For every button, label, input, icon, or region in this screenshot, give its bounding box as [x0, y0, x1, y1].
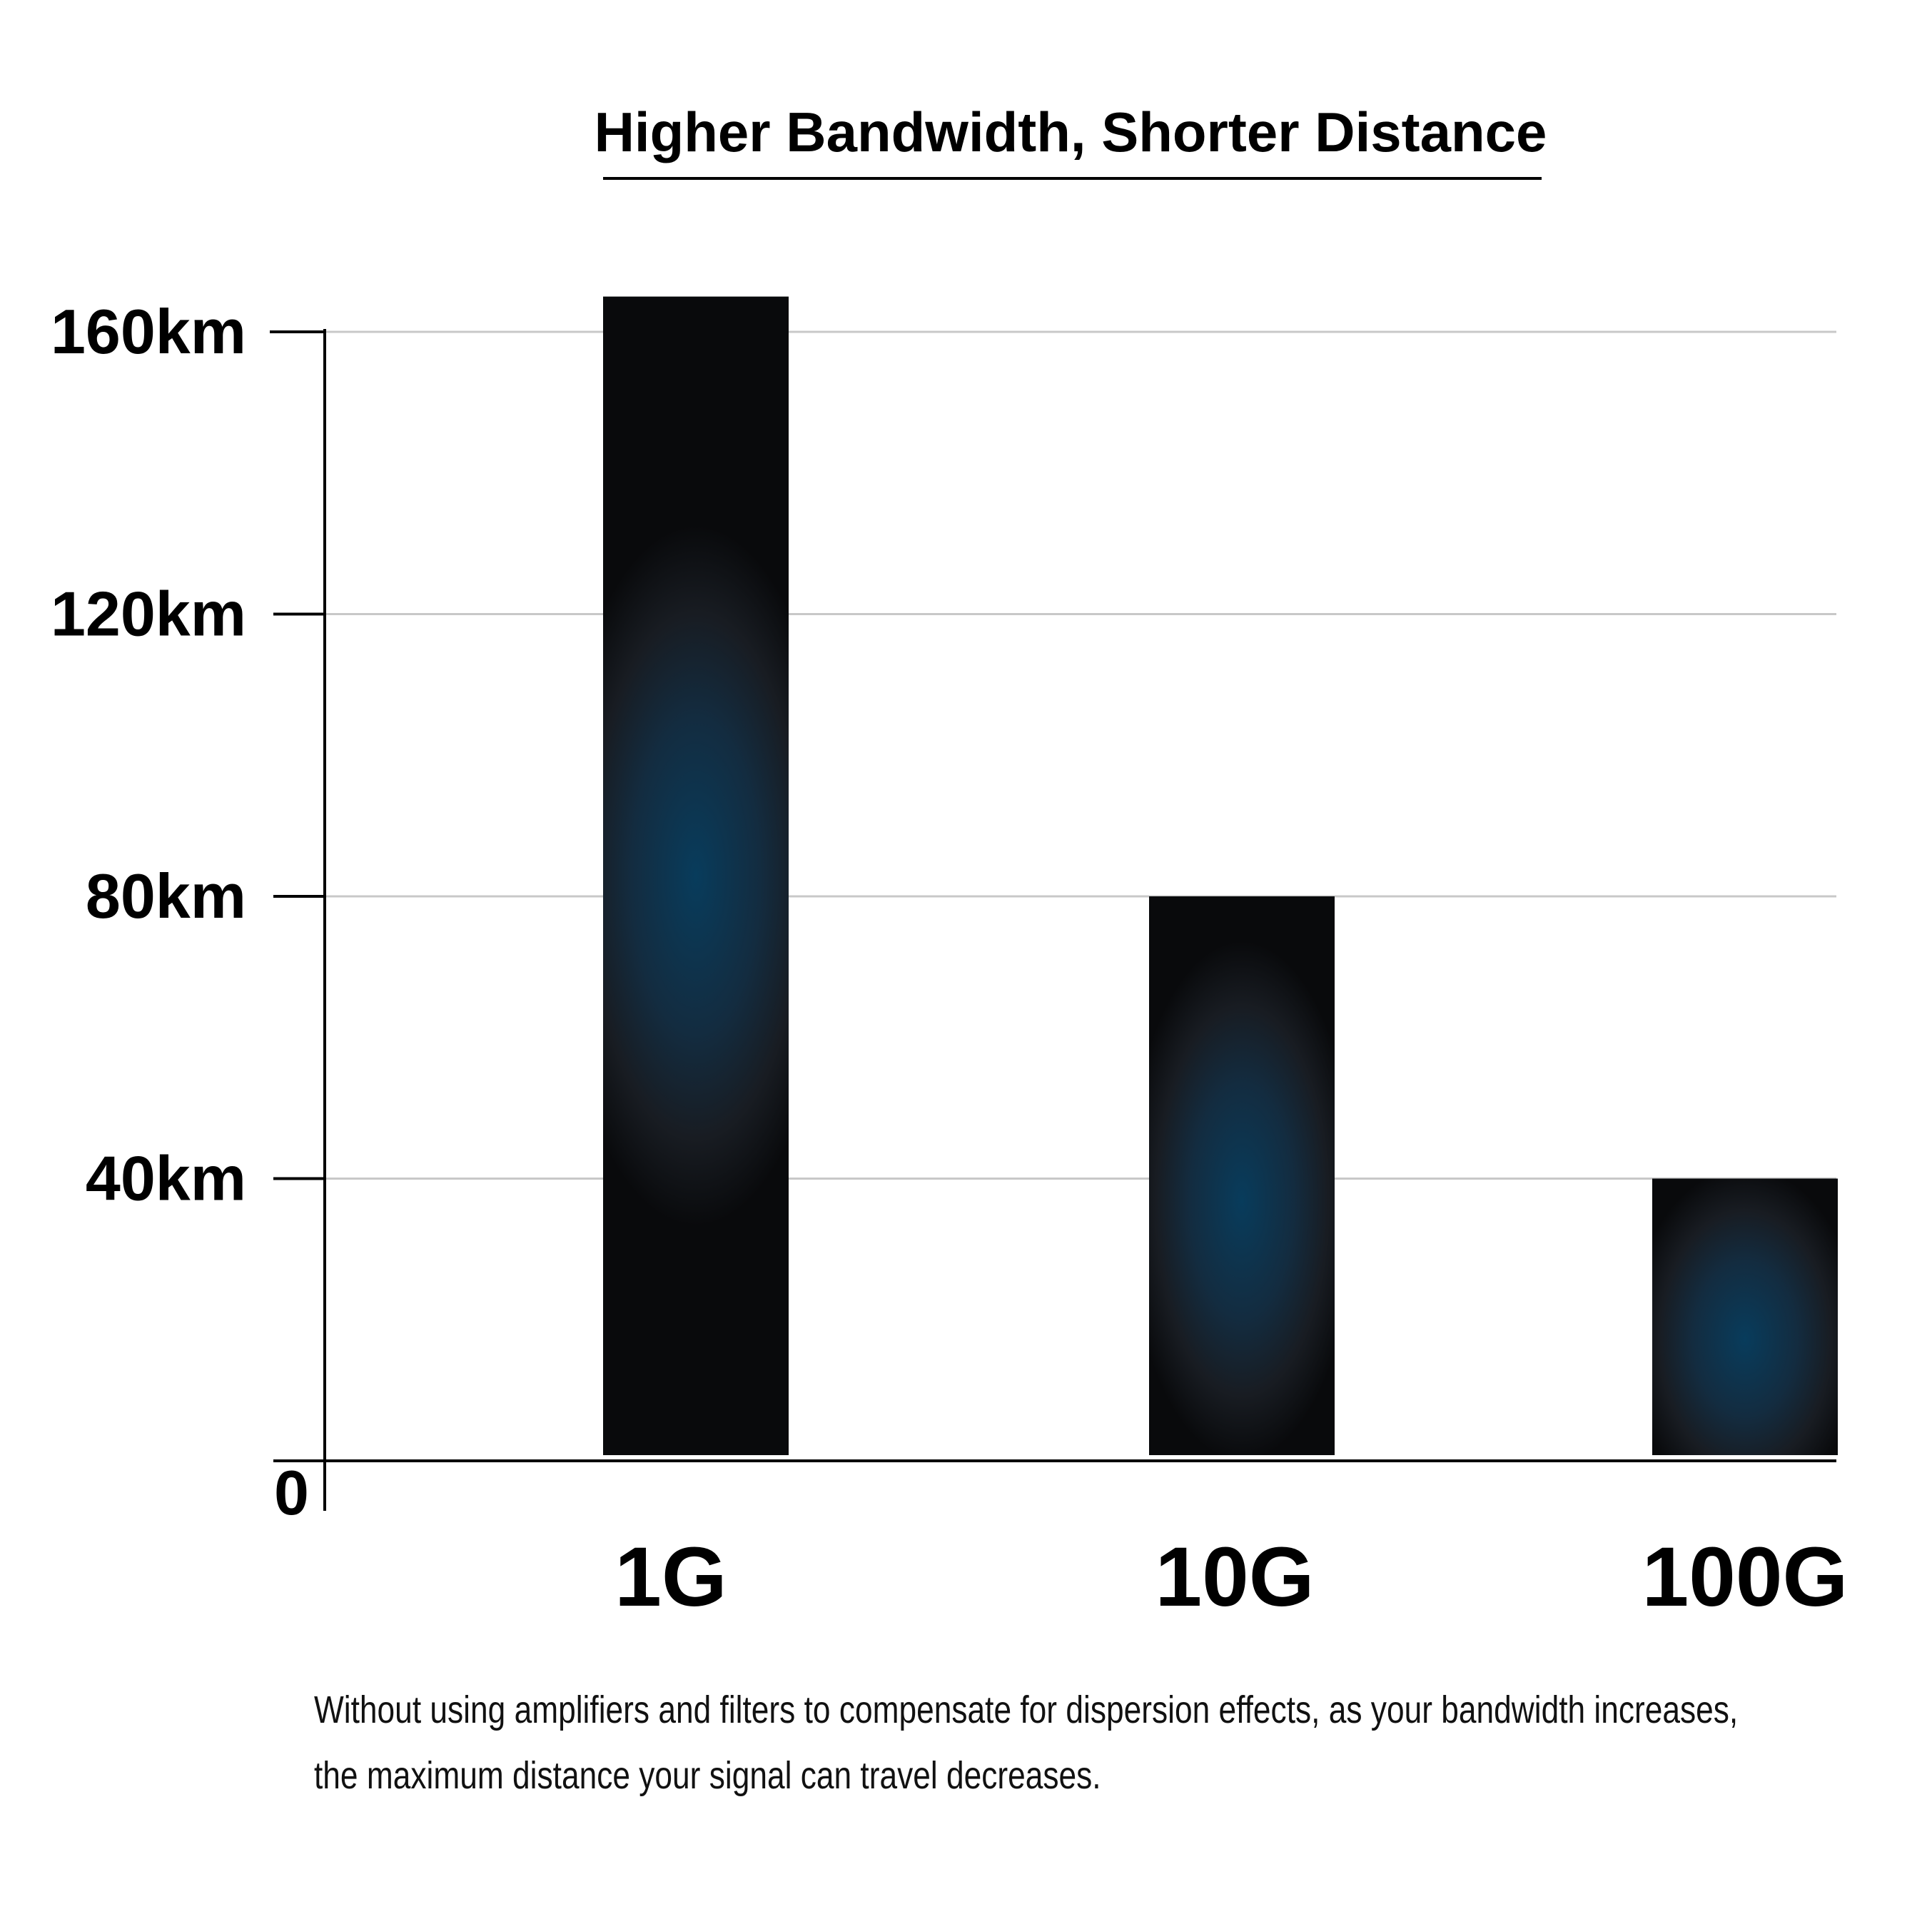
chart-caption: Without using amplifiers and filters to … — [314, 1677, 1739, 1808]
chart-title: Higher Bandwidth, Shorter Distance — [595, 101, 1547, 163]
y-tick-label: 80km — [86, 861, 246, 931]
axes — [270, 329, 1836, 1511]
bar-100G — [1652, 1178, 1838, 1455]
labels: 0 40km 80km 120km 160km 1G 10G 100G — [51, 296, 1848, 1624]
bars — [603, 296, 1838, 1455]
x-tick-label: 1G — [615, 1530, 727, 1624]
bar-10G — [1149, 896, 1335, 1455]
gridlines — [325, 330, 1836, 1180]
caption-line-1: Without using amplifiers and filters to … — [314, 1688, 1739, 1731]
caption-line-2: the maximum distance your signal can tra… — [314, 1754, 1101, 1797]
x-tick-label: 10G — [1155, 1530, 1314, 1624]
bar-1G — [603, 296, 789, 1455]
x-tick-label: 100G — [1642, 1530, 1848, 1624]
y-tick-label: 40km — [86, 1143, 246, 1214]
y-tick-label: 160km — [51, 296, 246, 367]
title-group: Higher Bandwidth, Shorter Distance — [595, 101, 1547, 180]
y-tick-label: 120km — [51, 579, 246, 649]
y-tick-label: 0 — [274, 1457, 309, 1528]
